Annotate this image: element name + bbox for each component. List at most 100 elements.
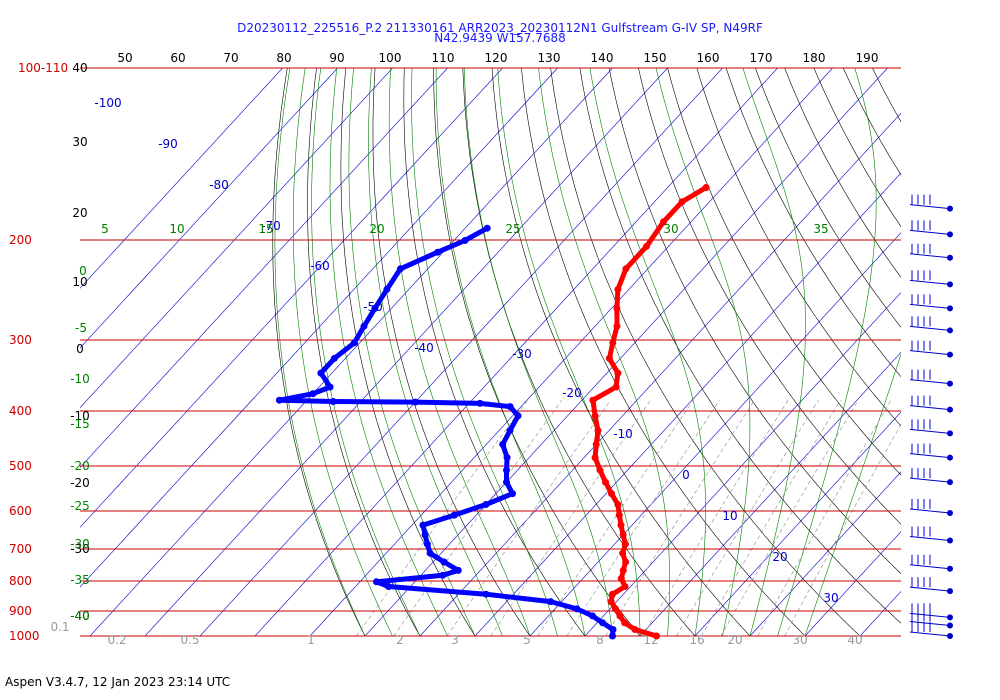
dewpoint-profile-point bbox=[423, 540, 431, 548]
isotherm-line bbox=[474, 172, 901, 637]
moist-adiabat-label: -25 bbox=[70, 499, 90, 513]
dry-adiabat-line bbox=[433, 68, 641, 637]
isotherm-line bbox=[804, 531, 901, 637]
wind-barb bbox=[909, 603, 953, 621]
isotherm-line bbox=[364, 68, 888, 637]
temperature-profile-point bbox=[612, 383, 620, 391]
moist-adiabat-label: 15 bbox=[258, 222, 273, 236]
isotherm-label: -100 bbox=[94, 96, 121, 110]
moist-adiabat-label: 5 bbox=[101, 222, 109, 236]
dewpoint-profile-point bbox=[360, 322, 368, 330]
isotherm-line bbox=[80, 68, 283, 289]
wind-barb bbox=[909, 369, 953, 387]
isotherm-line bbox=[80, 68, 503, 528]
isotherm-line bbox=[80, 68, 338, 349]
dry-adiabat-line bbox=[896, 56, 1000, 636]
top-temperature-label: 70 bbox=[223, 51, 238, 65]
isobar-label: 600 bbox=[9, 504, 32, 518]
wind-barb bbox=[909, 443, 953, 461]
dewpoint-profile-point bbox=[454, 566, 462, 574]
temperature-profile-point bbox=[619, 531, 627, 539]
isobar-label: 800 bbox=[9, 574, 32, 588]
isotherm-label: -40 bbox=[414, 341, 434, 355]
moist-adiabat-label: -20 bbox=[70, 459, 90, 473]
isotherm-line bbox=[639, 351, 901, 637]
dewpoint-profile-point bbox=[326, 383, 334, 391]
mixing-ratio-line bbox=[642, 400, 789, 637]
moist-adiabat-label: 20 bbox=[369, 222, 384, 236]
dewpoint-profile-point bbox=[371, 304, 379, 312]
wind-barb bbox=[909, 340, 953, 358]
mixing-ratio-line bbox=[605, 400, 755, 637]
dewpoint-profile-point bbox=[330, 354, 338, 362]
temperature-profile-point bbox=[617, 575, 625, 583]
dry-adiabat-line bbox=[638, 68, 901, 525]
dewpoint-profile-point bbox=[609, 632, 616, 640]
isotherm-label: 30 bbox=[823, 591, 838, 605]
mixing-ratio-label: 0.2 bbox=[107, 633, 126, 647]
dry-adiabat-line bbox=[667, 68, 901, 476]
mixing-ratio-line bbox=[566, 400, 720, 637]
footer-version: Aspen V3.4.7, 12 Jan 2023 23:14 UTC bbox=[5, 675, 231, 689]
dry-adiabat-line bbox=[340, 68, 476, 637]
moist-adiabat-label: -15 bbox=[70, 417, 90, 431]
isotherm-line bbox=[89, 68, 613, 637]
isotherm-line bbox=[144, 68, 668, 637]
dewpoint-profile-point bbox=[350, 339, 358, 347]
temperature-profile-point bbox=[621, 583, 629, 590]
moist-adiabat-label: -30 bbox=[70, 537, 90, 551]
dry-adiabat-line bbox=[550, 68, 861, 637]
moist-adiabat-line bbox=[311, 68, 421, 637]
isotherm-line bbox=[419, 112, 901, 637]
dewpoint-profile-point bbox=[426, 549, 434, 557]
chart-title-line2: N42.9439 W157.7688 bbox=[434, 31, 566, 45]
mixing-ratio-label: 16 bbox=[689, 633, 704, 647]
dewpoint-profile-point bbox=[483, 224, 491, 232]
dry-adiabat-line bbox=[521, 68, 806, 637]
wind-barb bbox=[909, 194, 953, 212]
moist-adiabat-line bbox=[329, 68, 448, 637]
temperature-profile-point bbox=[702, 184, 710, 191]
top-temperature-label: 130 bbox=[538, 51, 561, 65]
mixing-ratio-label: 2 bbox=[396, 633, 404, 647]
dry-adiabat-line bbox=[491, 68, 751, 637]
dry-adiabat-label: -40 bbox=[70, 609, 90, 623]
wind-barb bbox=[909, 526, 953, 544]
dewpoint-profile-point bbox=[547, 598, 555, 606]
isotherm-label: -30 bbox=[512, 347, 532, 361]
moist-adiabat-label: 30 bbox=[663, 222, 678, 236]
wind-barb bbox=[909, 468, 953, 486]
top-temperature-label: 120 bbox=[485, 51, 508, 65]
temperature-profile-point bbox=[631, 626, 639, 633]
mixing-ratio-label: 1 bbox=[307, 633, 315, 647]
temperature-profile-point bbox=[621, 540, 629, 548]
wind-barb bbox=[909, 554, 953, 572]
wind-barb bbox=[909, 395, 953, 413]
isotherm-line bbox=[584, 292, 901, 637]
temperature-profile-point bbox=[596, 466, 604, 474]
isotherm-label: -20 bbox=[562, 386, 582, 400]
isotherm-line bbox=[749, 471, 901, 637]
mixing-ratio-line bbox=[757, 400, 892, 637]
top-temperature-label: 150 bbox=[644, 51, 667, 65]
isotherm-line bbox=[80, 68, 448, 468]
dewpoint-profile-point bbox=[476, 399, 484, 407]
dry-adiabat-line bbox=[696, 68, 901, 427]
dewpoint-profile-point bbox=[589, 612, 596, 620]
dry-adiabat-line bbox=[272, 68, 366, 637]
isotherm-label: -90 bbox=[158, 137, 178, 151]
mixing-ratio-label: 40 bbox=[847, 633, 862, 647]
dry-adiabat-line bbox=[403, 68, 586, 637]
moist-adiabat-line bbox=[538, 68, 670, 636]
top-temperature-label: 80 bbox=[276, 51, 291, 65]
mixing-ratio-line bbox=[784, 423, 901, 637]
dry-adiabat-line bbox=[924, 56, 1000, 636]
moist-adiabat-line bbox=[435, 68, 586, 637]
dewpoint-profile-point bbox=[411, 398, 419, 406]
top-temperature-label: 90 bbox=[329, 51, 344, 65]
temperature-profile-point bbox=[614, 285, 622, 293]
mixing-ratio-line bbox=[537, 400, 694, 637]
moist-adiabat-line bbox=[497, 68, 641, 636]
temperature-profile-point bbox=[609, 590, 616, 598]
